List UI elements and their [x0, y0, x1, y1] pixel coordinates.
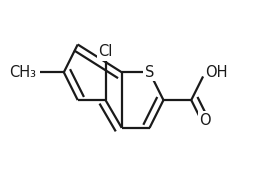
Text: Cl: Cl — [98, 44, 113, 59]
Text: OH: OH — [205, 65, 228, 80]
Text: CH₃: CH₃ — [9, 65, 36, 80]
Text: O: O — [199, 113, 211, 128]
Text: S: S — [145, 65, 154, 80]
